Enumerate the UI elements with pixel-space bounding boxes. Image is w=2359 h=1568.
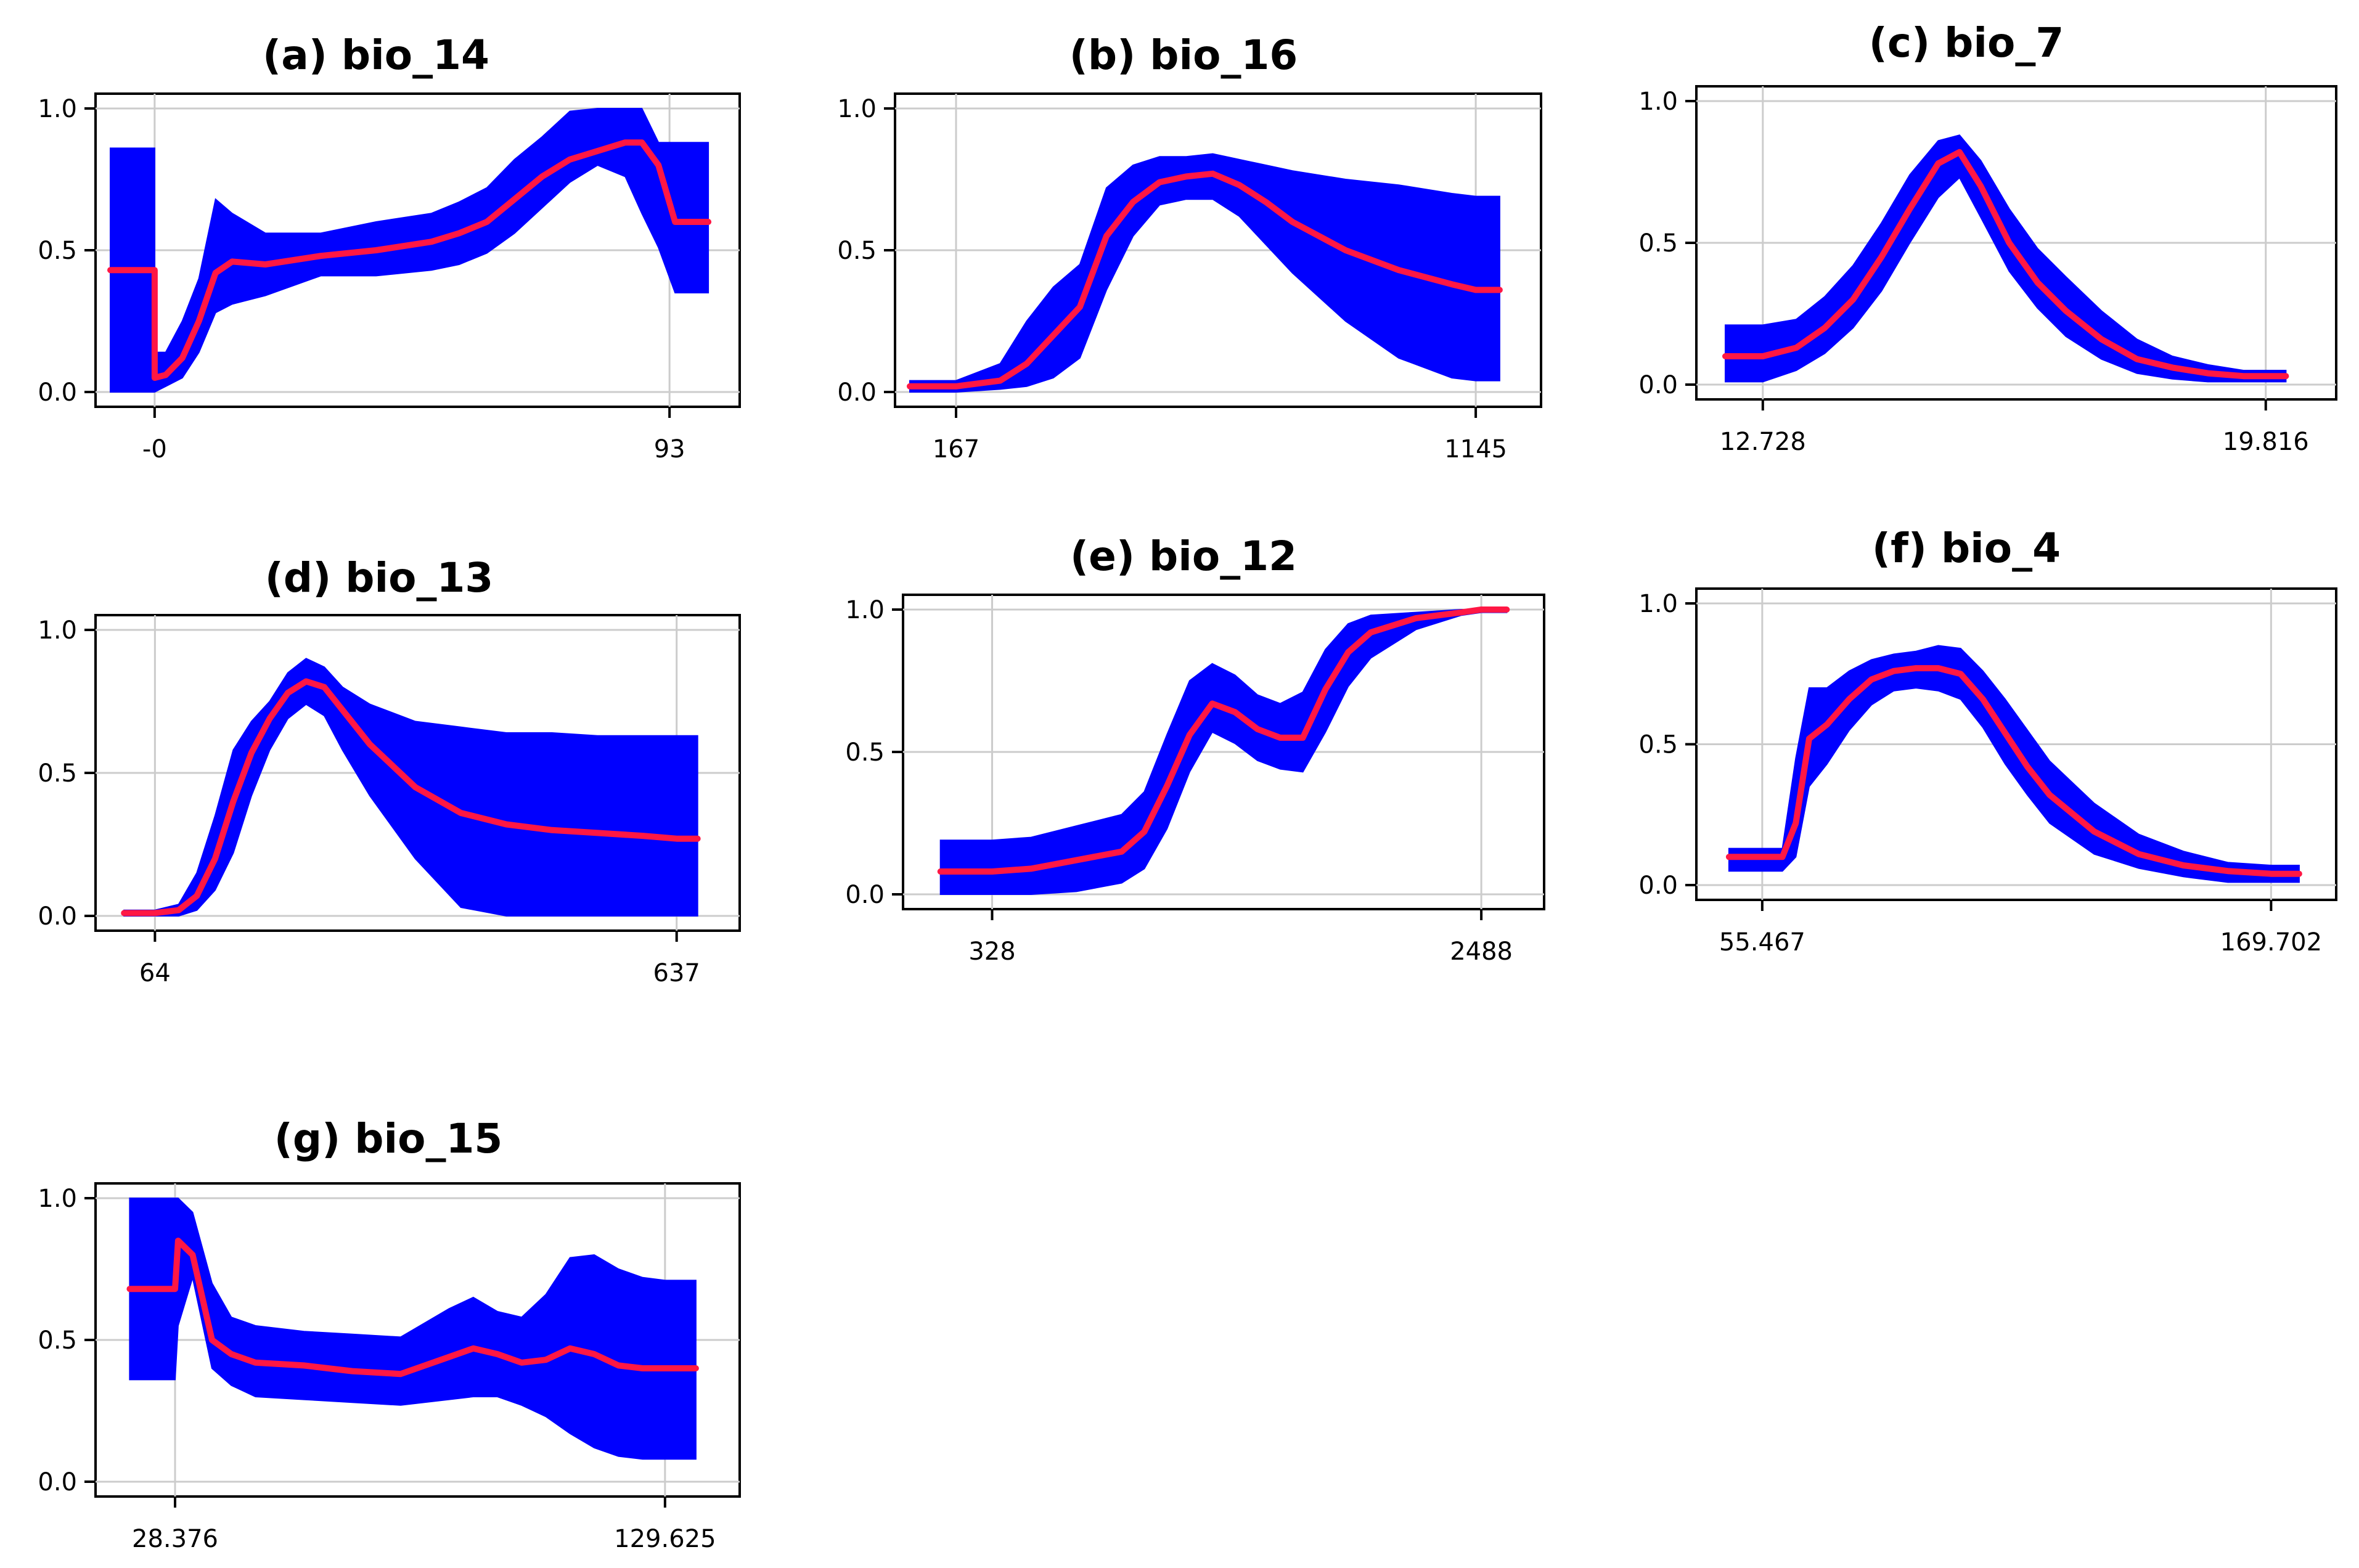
mean-response-line <box>126 1238 699 1378</box>
y-tick-label: 1.0 <box>845 596 885 624</box>
chart-title: (e) bio_12 <box>1070 533 1297 580</box>
y-tick-label: 1.0 <box>38 1185 77 1213</box>
uncertainty-band <box>1725 134 2287 383</box>
y-tick-label: 0.0 <box>837 378 877 407</box>
y-tick-label: 1.0 <box>38 95 77 123</box>
chart-title: (d) bio_13 <box>265 554 494 602</box>
chart-title: (g) bio_15 <box>274 1115 503 1162</box>
x-tick-label: 55.467 <box>1719 928 1805 957</box>
x-tick-label: 93 <box>654 435 685 463</box>
y-tick-label: 0.0 <box>1638 872 1678 900</box>
x-tick-label: -0 <box>142 435 167 463</box>
x-tick-label: 637 <box>653 959 700 987</box>
mean-response-line <box>1722 149 2289 380</box>
x-tick-label: 328 <box>968 937 1015 966</box>
y-tick-label: 0.5 <box>38 237 77 265</box>
y-tick-label: 1.0 <box>38 616 77 645</box>
x-tick-label: 28.376 <box>132 1525 218 1553</box>
x-tick-label: 129.625 <box>614 1525 716 1553</box>
chart-panel-4: (d) bio_13 0.0 0.5 1.0 64 637 <box>38 554 741 987</box>
y-tick-label: 0.5 <box>1638 229 1678 258</box>
mean-response-line <box>937 606 1510 875</box>
chart-panel-3: (c) bio_7 0.0 0.5 1.0 12.728 19.816 <box>1638 19 2337 456</box>
y-tick-label: 0.5 <box>38 759 77 788</box>
mean-response-line <box>121 678 701 917</box>
x-tick-label: 19.816 <box>2223 428 2309 456</box>
chart-title: (b) bio_16 <box>1069 31 1298 79</box>
y-tick-label: 0.0 <box>38 902 77 931</box>
chart-title: (a) bio_14 <box>263 31 489 79</box>
y-tick-label: 0.5 <box>845 738 885 767</box>
uncertainty-band <box>1728 645 2300 883</box>
uncertainty-band <box>110 108 709 393</box>
chart-title: (c) bio_7 <box>1869 19 2064 67</box>
uncertainty-band <box>129 1198 697 1460</box>
x-tick-label: 169.702 <box>2220 928 2322 957</box>
x-tick-label: 2488 <box>1450 937 1513 966</box>
y-tick-label: 0.5 <box>38 1326 77 1355</box>
x-tick-label: 64 <box>139 959 171 987</box>
chart-panel-1: (a) bio_14 0.0 0.5 1.0 -0 93 <box>38 31 741 463</box>
chart-panel-6: (f) bio_4 0.0 0.5 1.0 55.467 169.702 <box>1638 525 2337 957</box>
chart-panel-2: (b) bio_16 0.0 0.5 1.0 167 1145 <box>837 31 1542 463</box>
y-tick-label: 0.0 <box>38 1468 77 1497</box>
mean-response-line <box>107 139 712 381</box>
y-tick-label: 0.5 <box>837 237 877 265</box>
y-tick-label: 0.0 <box>845 881 885 909</box>
y-tick-label: 1.0 <box>1638 590 1678 618</box>
y-tick-label: 0.0 <box>38 378 77 407</box>
y-tick-label: 1.0 <box>837 95 877 123</box>
mean-response-line <box>907 170 1503 390</box>
y-tick-label: 0.0 <box>1638 371 1678 399</box>
y-tick-label: 1.0 <box>1638 88 1678 116</box>
mean-response-line <box>1725 665 2302 877</box>
chart-panel-5: (e) bio_12 0.0 0.5 1.0 328 2488 <box>845 533 1545 966</box>
x-tick-label: 12.728 <box>1720 428 1806 456</box>
x-tick-label: 167 <box>933 435 979 463</box>
y-tick-label: 0.5 <box>1638 731 1678 759</box>
chart-panel-7: (g) bio_15 0.0 0.5 1.0 28.376 129.625 <box>38 1115 741 1553</box>
chart-title: (f) bio_4 <box>1872 525 2061 572</box>
x-tick-label: 1145 <box>1444 435 1507 463</box>
